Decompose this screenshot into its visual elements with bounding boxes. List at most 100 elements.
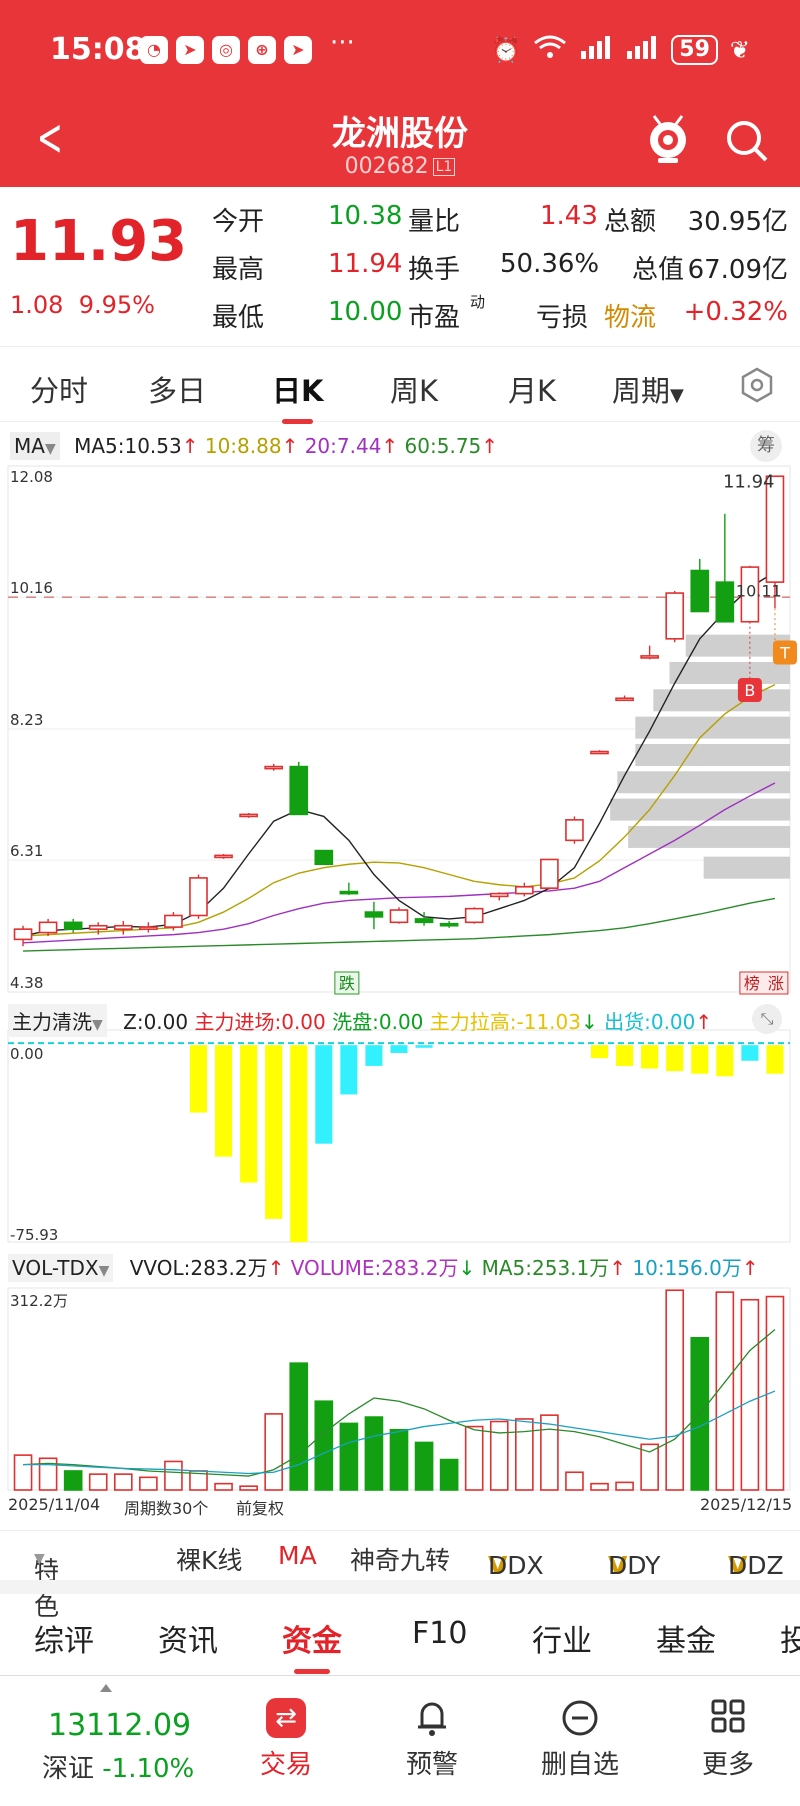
x-end-label: 2025/12/15 (700, 1495, 793, 1514)
alert-button[interactable]: 预警 (404, 1698, 460, 1781)
send2-icon: ➤ (284, 36, 312, 64)
tab-hangye[interactable]: 行业 (532, 1624, 592, 1659)
assistant-robot-icon[interactable] (644, 112, 692, 168)
volume-bar (514, 1418, 534, 1491)
die-badge-text: 跌 (339, 974, 355, 993)
quote-panel: 11.93 1.08 9.95% 今开 10.38 量比 1.43 总额 30.95亿 最高… (0, 187, 800, 347)
tab-zixun[interactable]: 资讯 (158, 1624, 218, 1659)
send-icon: ➤ (176, 36, 204, 64)
quote-label: 换手 (408, 255, 461, 285)
index-name: 深证 -1.10% (42, 1748, 194, 1785)
vol-selector[interactable]: VOL-TDX▼ (8, 1254, 114, 1282)
candle-body (113, 924, 133, 930)
bottom-nav: 13112.09 深证 -1.10% ⇄ 交易 预警 删自选 更多 (0, 1675, 800, 1806)
candle-body (389, 909, 409, 924)
legend-lagao: 主力拉高:-11.03 (429, 1010, 581, 1034)
qingxi-bar (365, 1045, 383, 1066)
candle-body (715, 581, 735, 623)
quote-label: 物流 (604, 303, 657, 333)
qingxi-selector[interactable]: 主力清洗▼ (8, 1004, 107, 1037)
qingxi-legend: 主力清洗▼ Z:0.00 主力进场:0.00 洗盘:0.00 主力拉高:-11.… (8, 1004, 712, 1037)
candle-body (690, 569, 710, 613)
divider (0, 1580, 800, 1594)
tab-zhouqi[interactable]: 周期▼ (612, 368, 684, 410)
tab-yuek[interactable]: 月K (508, 374, 557, 408)
search-icon[interactable] (724, 118, 770, 168)
trade-button[interactable]: ⇄ 交易 (258, 1698, 314, 1781)
minus-circle-icon (540, 1698, 620, 1738)
ma-button[interactable]: MA (278, 1541, 317, 1570)
chip-bar (610, 798, 790, 821)
candle-body (590, 750, 609, 755)
quote-value: 67.09亿 (687, 255, 788, 285)
tab-duori[interactable]: 多日 (148, 374, 207, 408)
luok-button[interactable]: 裸K线 (176, 1546, 243, 1575)
quote-value: 1.43 (540, 201, 598, 231)
y-tick-label: 6.31 (10, 842, 43, 860)
wifi-icon (533, 34, 567, 66)
up-arrow-icon: ↑ (281, 434, 299, 458)
chip-bar (635, 743, 790, 766)
index-label: 深证 (42, 1754, 95, 1784)
expand-icon[interactable]: ⤡ (752, 1004, 782, 1034)
ma-selector-label: MA (14, 434, 45, 458)
t-marker-text: T (779, 643, 790, 662)
tab-rik[interactable]: 日K (272, 368, 323, 424)
kline-chart[interactable]: 12.08 10.16 8.23 6.31 4.38 11.94 10.11 B T 跌 榜涨 0.0… (0, 460, 800, 1530)
candle-body (38, 921, 58, 934)
more-button[interactable]: 更多 (700, 1698, 756, 1781)
last-price: 11.93 (10, 209, 188, 274)
jiuzhuan-button[interactable]: 神奇九转 (350, 1546, 451, 1575)
b-marker-text: B (744, 681, 755, 700)
qingxi-bar (616, 1045, 634, 1066)
y-tick-label: 10.16 (10, 579, 53, 597)
remove-watchlist-button[interactable]: 删自选 (540, 1698, 620, 1781)
legend-z: Z:0.00 (123, 1010, 189, 1034)
candle-body (314, 849, 334, 866)
tab-zhouk[interactable]: 周K (390, 374, 439, 408)
quote-value: 11.94 (328, 249, 403, 279)
tab-f10[interactable]: F10 (412, 1616, 468, 1651)
legend-chuhuo: 出货:0.00 (604, 1010, 696, 1034)
volume-bar (139, 1476, 158, 1491)
period-count-label: 周期数30个 (124, 1499, 209, 1518)
volume-bar (389, 1428, 409, 1491)
ma-selector[interactable]: MA▼ (10, 432, 60, 460)
tab-jijin[interactable]: 基金 (656, 1624, 716, 1659)
volume-bar (414, 1441, 434, 1491)
volume-bar (314, 1400, 334, 1491)
tab-fenshi[interactable]: 分时 (30, 374, 89, 408)
remove-label: 删自选 (540, 1750, 619, 1780)
volume-bar (63, 1470, 83, 1491)
legend-vol-ma5: MA5:253.1万 (481, 1256, 610, 1280)
ma20-line (23, 782, 776, 944)
chip-distribution-button[interactable]: 筹 (750, 430, 782, 462)
status-right: ⏰ 59 ❦ (491, 34, 750, 66)
back-icon[interactable]: < (36, 108, 63, 168)
volume-bar (665, 1289, 685, 1491)
qingxi-bar (766, 1045, 784, 1074)
tab-zijin[interactable]: 资金 (282, 1616, 342, 1674)
quote-sup-wrap: 动 (470, 291, 485, 324)
quote-value: 亏损 (536, 303, 589, 333)
up-arrow-icon: ↑ (481, 434, 499, 458)
legend-vol-ma10: 10:156.0万 (632, 1256, 742, 1280)
period-tabs: 分时 多日 日K 周K 月K 周期▼ (0, 348, 800, 424)
tab-more[interactable]: 投 (780, 1624, 800, 1659)
up-arrow-icon: ↑ (741, 1256, 759, 1280)
expand-up-icon[interactable] (100, 1684, 112, 1692)
chip-bar (669, 661, 790, 684)
volume-bar (464, 1425, 484, 1491)
vol-ma5-line (23, 1329, 776, 1477)
settings-hex-icon[interactable] (738, 366, 776, 408)
quote-label: 最高 (212, 255, 265, 285)
index-value[interactable]: 13112.09 (48, 1708, 192, 1743)
zhang-badge-text: 涨 (768, 974, 784, 993)
qingxi-bar (666, 1045, 684, 1072)
tab-zongping[interactable]: 综评 (34, 1624, 94, 1659)
volume-bar (164, 1460, 183, 1491)
vip-icon: V (488, 1551, 508, 1580)
chip-bar (703, 856, 790, 879)
quote-label: 最低 (212, 303, 265, 333)
qingxi-bar (340, 1045, 358, 1095)
